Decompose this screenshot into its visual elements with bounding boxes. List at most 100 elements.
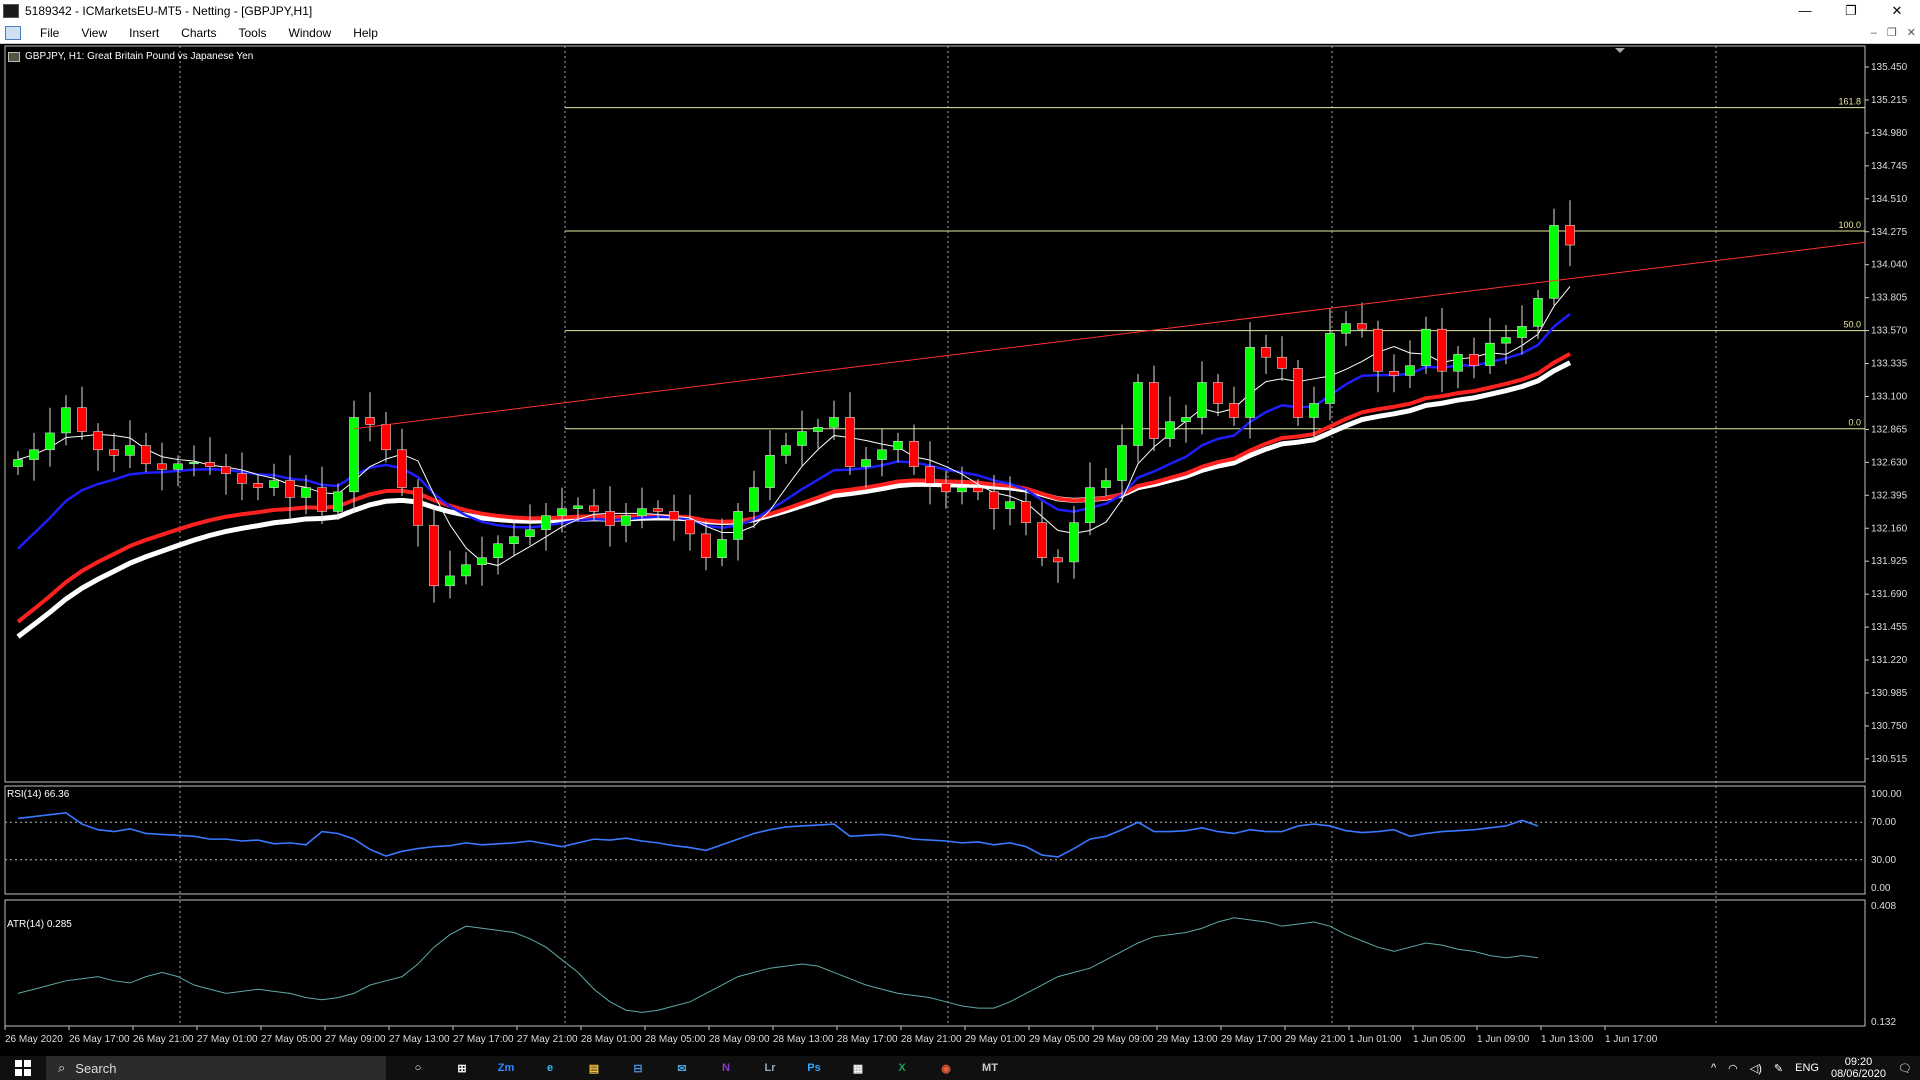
taskbar-app-icon[interactable]: ✉ xyxy=(677,1062,687,1075)
menu-file[interactable]: File xyxy=(40,25,60,40)
menu-window[interactable]: Window xyxy=(288,25,332,40)
bear-candle xyxy=(109,449,119,456)
price-tick-label: 133.100 xyxy=(1871,391,1908,402)
time-tick-label: 28 May 21:00 xyxy=(901,1034,962,1045)
bull-candle xyxy=(1549,225,1559,299)
bull-candle xyxy=(477,557,487,566)
pen-icon[interactable]: ✎ xyxy=(1773,1062,1784,1075)
time-tick-label: 29 May 01:00 xyxy=(965,1034,1026,1045)
menu-insert[interactable]: Insert xyxy=(129,25,160,40)
price-tick-label: 132.630 xyxy=(1871,457,1908,468)
clock[interactable]: 09:20 08/06/2020 xyxy=(1831,1056,1886,1080)
time-tick-label: 28 May 01:00 xyxy=(581,1034,642,1045)
chart-header: GBPJPY, H1: Great Britain Pound vs Japan… xyxy=(8,51,253,62)
taskbar-app-icon[interactable]: ○ xyxy=(414,1062,422,1074)
bull-candle xyxy=(621,515,631,526)
price-tick-label: 134.275 xyxy=(1871,227,1908,238)
bull-candle xyxy=(349,417,359,493)
search-placeholder: Search xyxy=(75,1060,117,1076)
bull-candle xyxy=(749,487,759,512)
chart-window-icon[interactable] xyxy=(5,25,21,40)
ma-red-line xyxy=(16,352,1571,624)
maximize-button[interactable]: ❐ xyxy=(1845,3,1857,18)
price-tick-label: 133.805 xyxy=(1871,293,1908,304)
minimize-button[interactable]: — xyxy=(1798,3,1812,18)
price-tick-label: 134.980 xyxy=(1871,128,1908,139)
volume-icon[interactable]: ◁) xyxy=(1749,1062,1762,1075)
bear-candle xyxy=(989,491,999,509)
app-icon xyxy=(3,4,19,18)
time-tick-label: 26 May 21:00 xyxy=(133,1034,194,1045)
taskbar-app-icon[interactable]: e xyxy=(546,1062,554,1074)
bull-candle xyxy=(189,462,199,465)
bear-candle xyxy=(669,511,679,521)
bull-candle xyxy=(493,543,503,558)
atr-line xyxy=(17,917,1539,1013)
bull-candle xyxy=(1101,480,1111,488)
chart-header-text: GBPJPY, H1: Great Britain Pound vs Japan… xyxy=(25,51,254,62)
price-tick-label: 131.455 xyxy=(1871,622,1908,633)
time-tick-label: 29 May 21:00 xyxy=(1285,1034,1346,1045)
menu-tools[interactable]: Tools xyxy=(238,25,267,40)
atr-tick-label: 0.132 xyxy=(1871,1017,1896,1028)
price-tick-label: 134.510 xyxy=(1871,194,1908,205)
time-tick-label: 1 Jun 09:00 xyxy=(1477,1034,1530,1045)
bear-candle xyxy=(1389,370,1399,376)
fibonacci-level-label: 50.0 xyxy=(1843,320,1861,330)
time-tick-label: 29 May 09:00 xyxy=(1093,1034,1154,1045)
bull-candle xyxy=(1165,421,1175,439)
bull-candle xyxy=(1405,365,1415,376)
taskbar-app-icon[interactable]: X xyxy=(898,1062,906,1074)
taskbar-app-icon[interactable]: ⊟ xyxy=(633,1062,643,1075)
close-button[interactable]: ✕ xyxy=(1891,3,1903,18)
tray-chevron-icon[interactable]: ^ xyxy=(1711,1062,1717,1074)
menu-charts[interactable]: Charts xyxy=(181,25,217,40)
title-bar: 5189342 - ICMarketsEU-MT5 - Netting - [G… xyxy=(0,0,1920,22)
price-chart[interactable]: 135.450 135.215 134.980 134.745 134.510 134.2… xyxy=(0,44,1920,1056)
rsi-line xyxy=(17,811,1539,858)
wifi-icon[interactable]: ◠ xyxy=(1728,1062,1738,1075)
price-tick-label: 131.690 xyxy=(1871,589,1908,600)
taskbar-app-icon[interactable]: N xyxy=(722,1062,730,1074)
ma-slow-white-line xyxy=(16,360,1572,639)
taskbar-app-icon[interactable]: ▦ xyxy=(852,1062,864,1075)
taskbar-search-box[interactable]: ⌕ Search xyxy=(46,1056,386,1080)
bull-candle xyxy=(781,445,791,456)
mdi-minimize-icon[interactable]: – xyxy=(1870,27,1877,39)
rsi-tick-label: 70.00 xyxy=(1871,817,1896,828)
taskbar-app-icon[interactable]: ⊞ xyxy=(457,1062,467,1075)
bull-candle xyxy=(61,407,71,434)
bull-candle xyxy=(1485,342,1495,366)
time-tick-label: 27 May 17:00 xyxy=(453,1034,514,1045)
time-tick-label: 29 May 17:00 xyxy=(1221,1034,1282,1045)
menu-view[interactable]: View xyxy=(81,25,108,40)
bear-candle xyxy=(413,487,423,526)
notification-icon[interactable]: 🗨 xyxy=(1898,1062,1912,1075)
mdi-close-icon[interactable]: ✕ xyxy=(1906,27,1916,39)
language-indicator[interactable]: ENG xyxy=(1795,1062,1819,1074)
bull-candle xyxy=(1005,501,1015,509)
price-tick-label: 135.215 xyxy=(1871,95,1908,106)
taskbar-app-icon[interactable]: ◉ xyxy=(941,1062,951,1075)
taskbar-app-icon[interactable]: Ps xyxy=(807,1062,821,1074)
taskbar: ⌕ Search ○ ⊞ Zm e ▤ ⊟ ✉ N Lr Ps ▦ X ◉ MT ^ ◠ ◁) ✎ ENG… xyxy=(0,1056,1920,1080)
windows-start-icon[interactable] xyxy=(0,1056,46,1080)
mdi-restore-icon[interactable]: ❐ xyxy=(1886,27,1897,39)
taskbar-app-icon[interactable]: ▤ xyxy=(588,1062,600,1075)
taskbar-app-icon[interactable]: Zm xyxy=(497,1062,515,1074)
atr-tick-label: 0.408 xyxy=(1871,901,1896,912)
time-tick-label: 28 May 17:00 xyxy=(837,1034,898,1045)
taskbar-app-icon[interactable]: Lr xyxy=(764,1062,776,1074)
menu-help[interactable]: Help xyxy=(353,25,378,40)
bull-candle xyxy=(1325,333,1335,404)
chart-window[interactable]: 135.450 135.215 134.980 134.745 134.510 134.2… xyxy=(0,44,1920,1056)
price-tick-label: 135.450 xyxy=(1871,62,1908,73)
clock-time: 09:20 xyxy=(1844,1056,1873,1068)
bull-candle xyxy=(1181,417,1191,423)
window-title: 5189342 - ICMarketsEU-MT5 - Netting - [G… xyxy=(25,4,313,18)
bear-candle xyxy=(141,445,151,465)
taskbar-app-icon[interactable]: MT xyxy=(982,1062,998,1074)
bear-candle xyxy=(1293,368,1303,418)
main-panel-border xyxy=(4,45,1866,783)
bull-candle xyxy=(573,505,583,509)
